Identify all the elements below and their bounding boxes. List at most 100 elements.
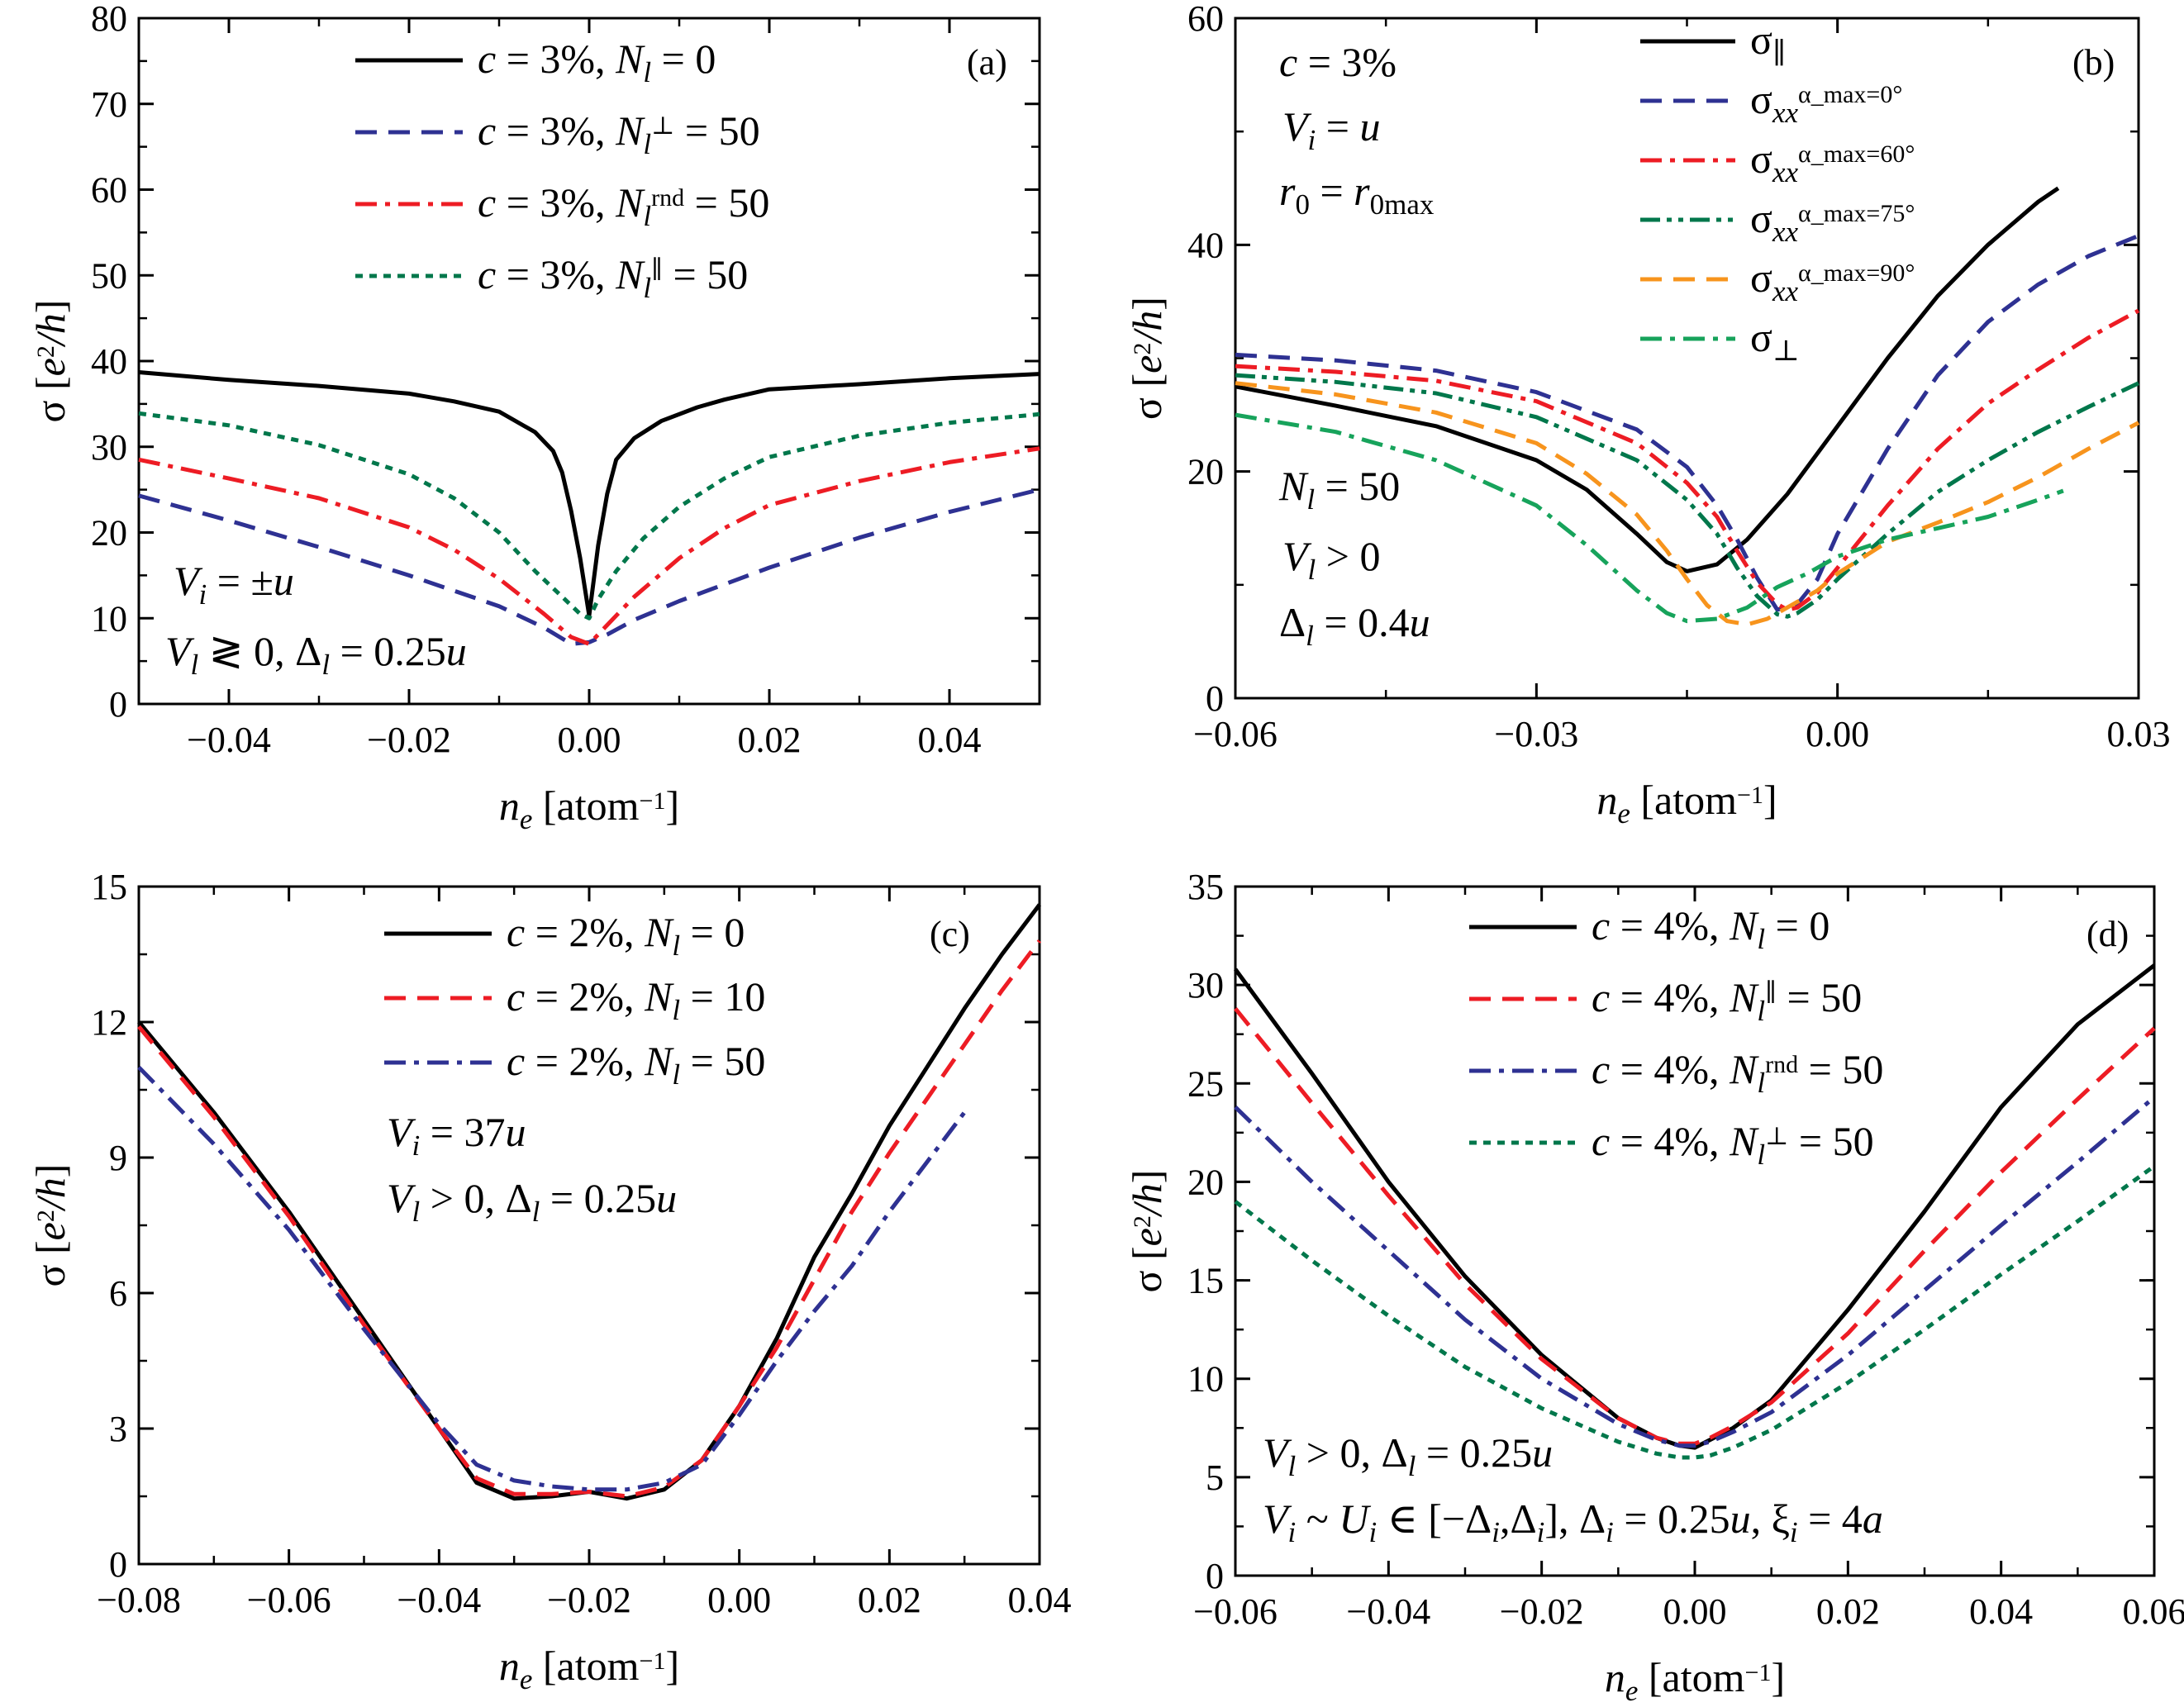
x-tick-label: 0.04 — [1969, 1591, 2033, 1632]
panel-label: (c) — [930, 914, 970, 954]
x-axis-title: ne [atom−1] — [499, 782, 679, 835]
series-line-5 — [1235, 381, 2140, 627]
panel-a: −0.04 −0.02 0.00 0.02 0.04 0 10 20 30 40 50 60 70 80 n… — [27, 0, 1041, 835]
legend-label: c = 4%, Nlrnd = 50 — [1592, 1046, 1883, 1099]
legend-label: σxxα_max=0° — [1750, 76, 1902, 129]
y-tick-label: 60 — [91, 170, 127, 211]
y-tick-label: 40 — [1187, 225, 1224, 265]
x-tick-label: 0.02 — [738, 720, 802, 760]
series-line-2 — [138, 487, 1040, 646]
legend-label: c = 4%, Nl⊥ = 50 — [1592, 1118, 1874, 1171]
x-tick-label: −0.06 — [1193, 714, 1278, 754]
annotation: r0 = r0max — [1279, 168, 1435, 221]
series-line-2 — [137, 939, 1041, 1499]
y-tick-label: 6 — [109, 1273, 127, 1314]
y-tick-label: 0 — [1206, 1556, 1224, 1596]
series-line-2 — [1235, 234, 2139, 612]
y-tick-label: 50 — [91, 255, 127, 296]
annotation: Vl > 0, Δl = 0.25u — [1263, 1429, 1553, 1482]
y-tick-label: 15 — [91, 867, 127, 907]
x-tick-label: 0.00 — [1806, 714, 1869, 754]
panel-d: −0.06 −0.04 −0.02 0.00 0.02 0.04 0.06 0 5 10 15 20 2… — [1124, 867, 2184, 1707]
y-tick-label: 25 — [1187, 1063, 1224, 1104]
y-tick-label: 20 — [1187, 452, 1224, 492]
x-tick-label: −0.02 — [1500, 1591, 1584, 1632]
x-axis-title: ne [atom−1] — [499, 1643, 679, 1695]
x-tick-label: 0.02 — [858, 1580, 921, 1620]
series-line-1 — [1233, 963, 2156, 1450]
y-tick-label: 12 — [91, 1002, 127, 1043]
y-tick-label: 20 — [1187, 1162, 1224, 1202]
annotation: Vl ≷ 0, Δl = 0.25u — [165, 628, 467, 681]
series-line-3 — [137, 1065, 967, 1492]
y-tick-label: 70 — [91, 84, 127, 125]
x-tick-label: 0.00 — [558, 720, 621, 760]
legend-label: c = 3%, Nl∥ = 50 — [478, 251, 748, 304]
y-tick-label: 35 — [1187, 867, 1224, 907]
series-line-4 — [1234, 1164, 2156, 1460]
y-tick-label: 60 — [1187, 0, 1224, 39]
y-axis-title: σ [e2/h] — [27, 300, 74, 423]
y-tick-label: 20 — [91, 513, 127, 554]
annotation: Vi = ±u — [174, 558, 294, 611]
y-tick-label: 0 — [109, 1544, 127, 1585]
panel-c: −0.08 −0.06 −0.04 −0.02 0.00 0.02 0.04 0 3 6 9 12 15… — [27, 867, 1072, 1695]
panel-label: (b) — [2072, 42, 2115, 83]
annotation: Vi = u — [1282, 103, 1380, 156]
series-line-3 — [1235, 308, 2140, 612]
annotation: Vl > 0, Δl = 0.25u — [387, 1175, 677, 1228]
x-axis-title: ne [atom−1] — [1605, 1654, 1785, 1707]
legend-label: σxxα_max=60° — [1750, 136, 1915, 188]
annotation: Δl = 0.4u — [1279, 599, 1430, 652]
legend-label: c = 2%, Nl = 0 — [507, 909, 745, 962]
legend-label: σ⊥ — [1750, 314, 1800, 367]
legend-label: c = 4%, Nl = 0 — [1592, 902, 1830, 955]
annotation: Nl = 50 — [1278, 463, 1400, 516]
series-line-1 — [1235, 186, 2060, 573]
x-tick-label: 0.04 — [918, 720, 982, 760]
legend-label: c = 3%, Nlrnd = 50 — [478, 179, 769, 232]
y-tick-label: 30 — [1187, 965, 1224, 1006]
x-axis-title: ne [atom−1] — [1596, 777, 1777, 830]
x-tick-label: −0.06 — [247, 1580, 331, 1620]
y-tick-label: 80 — [91, 0, 127, 39]
x-tick-label: −0.08 — [97, 1580, 181, 1620]
x-tick-label: 0.00 — [707, 1580, 771, 1620]
x-tick-label: −0.03 — [1494, 714, 1578, 754]
x-tick-label: −0.04 — [187, 720, 271, 760]
y-axis-title: σ [e2/h] — [27, 1164, 74, 1287]
y-tick-label: 10 — [91, 598, 127, 639]
y-tick-label: 0 — [109, 684, 127, 725]
panel-label: (d) — [2086, 914, 2129, 954]
y-axis-title: σ [e2/h] — [1124, 1170, 1170, 1293]
series-line-6 — [1235, 412, 2064, 624]
annotation: Vi ~ Ui ∈ [−Δi,Δi], Δi = 0.25u, ξi = 4a — [1263, 1495, 1883, 1548]
panel-label: (a) — [967, 42, 1007, 83]
y-tick-label: 3 — [109, 1409, 127, 1449]
panel-b: −0.06 −0.03 0.00 0.03 0 20 40 60 ne [atom−1] σ [e… — [1124, 0, 2171, 830]
annotation: Vl > 0 — [1282, 533, 1380, 586]
annotation: Vi = 37u — [387, 1109, 526, 1162]
legend-label: c = 3%, Nl = 0 — [478, 36, 716, 88]
y-tick-label: 9 — [109, 1138, 127, 1178]
series-line-4 — [138, 411, 1040, 621]
y-tick-label: 0 — [1206, 678, 1224, 719]
legend-label: c = 2%, Nl = 10 — [507, 973, 765, 1026]
y-tick-label: 40 — [91, 341, 127, 382]
annotation: c = 3% — [1279, 39, 1397, 85]
y-tick-label: 30 — [91, 427, 127, 468]
x-tick-label: 0.03 — [2107, 714, 2171, 754]
x-tick-label: −0.04 — [1346, 1591, 1430, 1632]
legend-label: σ∥ — [1750, 17, 1786, 69]
x-tick-label: −0.04 — [397, 1580, 481, 1620]
y-tick-label: 10 — [1187, 1359, 1224, 1400]
x-tick-label: 0.04 — [1008, 1580, 1072, 1620]
y-axis-title: σ [e2/h] — [1124, 297, 1170, 420]
legend-label: σxxα_max=75° — [1750, 195, 1915, 248]
legend-label: σxxα_max=90° — [1750, 254, 1915, 307]
x-tick-label: −0.02 — [547, 1580, 631, 1620]
x-tick-label: 0.02 — [1816, 1591, 1880, 1632]
legend-label: c = 3%, Nl⊥ = 50 — [478, 107, 760, 160]
y-tick-label: 5 — [1206, 1457, 1224, 1498]
